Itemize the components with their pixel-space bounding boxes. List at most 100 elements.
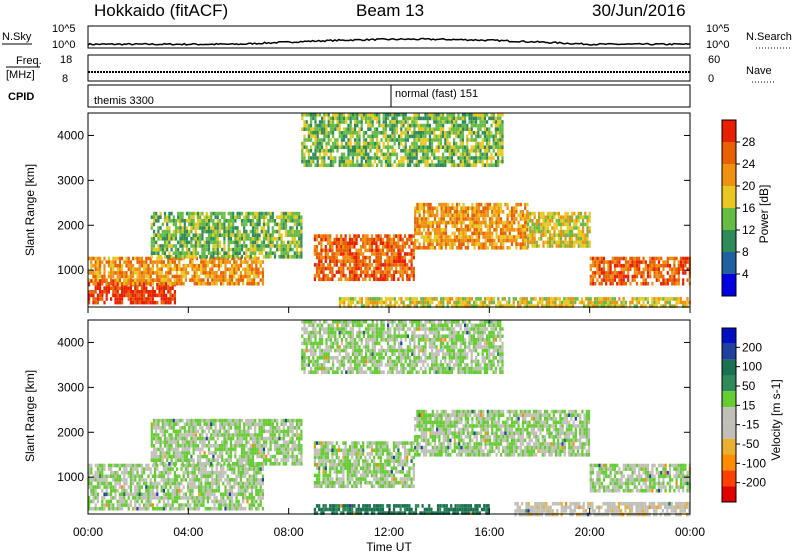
heatmap-cell xyxy=(291,229,294,234)
heatmap-cell xyxy=(88,290,91,294)
heatmap-cell xyxy=(145,256,148,261)
heatmap-cell xyxy=(105,481,108,486)
heatmap-cell xyxy=(125,463,128,468)
heatmap-cell xyxy=(156,263,159,268)
heatmap-cell xyxy=(393,152,396,157)
heatmap-cell xyxy=(329,138,332,142)
heatmap-cell xyxy=(353,241,356,245)
heatmap-cell xyxy=(125,499,128,504)
heatmap-cell xyxy=(393,113,396,117)
heatmap-cell xyxy=(482,217,485,221)
heatmap-cell xyxy=(499,138,502,142)
heatmap-cell xyxy=(414,217,417,221)
heatmap-cell xyxy=(480,246,483,250)
heatmap-cell xyxy=(422,134,425,139)
heatmap-cell xyxy=(607,267,610,272)
heatmap-cell xyxy=(447,242,450,246)
heatmap-cell xyxy=(332,159,335,164)
heatmap-cell xyxy=(123,290,126,294)
heatmap-cell xyxy=(447,206,450,210)
heatmap-cell xyxy=(158,278,161,282)
heatmap-cell xyxy=(194,222,197,227)
heatmap-cell xyxy=(417,113,420,117)
heatmap-cell xyxy=(433,228,437,232)
heatmap-cell xyxy=(231,281,234,286)
heatmap-cell xyxy=(440,231,443,236)
heatmap-cell xyxy=(484,210,487,214)
heatmap-cell xyxy=(446,300,449,305)
heatmap-cell xyxy=(298,215,301,219)
heatmap-cell xyxy=(458,213,461,218)
heatmap-cell xyxy=(204,260,207,264)
heatmap-cell xyxy=(140,290,143,294)
heatmap-cell xyxy=(457,304,460,308)
heatmap-cell xyxy=(269,247,272,252)
heatmap-cell xyxy=(605,300,608,305)
heatmap-cell xyxy=(387,134,390,139)
heatmap-cell xyxy=(580,300,583,305)
heatmap-cell xyxy=(314,123,317,128)
heatmap-cell xyxy=(502,235,505,239)
heatmap-cell xyxy=(360,123,363,128)
heatmap-cell xyxy=(365,304,368,308)
heatmap-cell xyxy=(174,244,178,248)
colorbar-swatch xyxy=(722,208,736,230)
heatmap-cell xyxy=(223,222,226,227)
heatmap-cell xyxy=(200,488,203,493)
heatmap-cell xyxy=(88,499,91,504)
heatmap-cell xyxy=(154,271,157,275)
heatmap-cell xyxy=(201,237,204,241)
heatmap-cell xyxy=(287,219,290,223)
heatmap-cell xyxy=(482,246,485,250)
heatmap-cell xyxy=(480,228,483,232)
heatmap-cell xyxy=(156,260,159,264)
heatmap-cell xyxy=(664,304,667,308)
heatmap-cell xyxy=(92,256,95,261)
heatmap-cell xyxy=(428,134,431,139)
heatmap-cell xyxy=(444,224,448,228)
heatmap-cell xyxy=(501,134,504,139)
heatmap-cell xyxy=(475,156,478,160)
heatmap-cell xyxy=(411,134,414,139)
heatmap-cell xyxy=(136,293,139,298)
heatmap-cell xyxy=(387,123,390,128)
heatmap-cell xyxy=(338,145,341,149)
heatmap-cell xyxy=(160,267,163,272)
heatmap-cell xyxy=(333,263,336,267)
heatmap-cell xyxy=(519,242,522,246)
heatmap-cell xyxy=(420,116,423,121)
heatmap-cell xyxy=(123,478,126,482)
heatmap-cell xyxy=(110,467,113,471)
heatmap-cell xyxy=(160,256,163,261)
heatmap-cell xyxy=(392,273,396,278)
heatmap-cell xyxy=(269,211,272,216)
heatmap-cell xyxy=(324,248,327,253)
heatmap-cell xyxy=(280,215,283,219)
heatmap-cell xyxy=(451,242,454,246)
heatmap-cell xyxy=(182,496,185,500)
heatmap-cell xyxy=(387,138,390,142)
heatmap-cell xyxy=(173,485,176,489)
heatmap-cell xyxy=(451,213,454,218)
heatmap-cell xyxy=(655,300,658,305)
heatmap-cell xyxy=(417,131,420,135)
heatmap-cell xyxy=(453,217,456,221)
heatmap-cell xyxy=(149,297,152,301)
heatmap-cell xyxy=(594,263,597,268)
heatmap-cell xyxy=(574,300,577,305)
heatmap-cell xyxy=(370,248,374,253)
heatmap-cell xyxy=(386,245,389,249)
heatmap-cell xyxy=(202,267,205,272)
heatmap-cell xyxy=(442,123,445,128)
heatmap-cell xyxy=(88,506,91,511)
heatmap-cell xyxy=(222,281,225,286)
heatmap-cell xyxy=(480,224,483,228)
heatmap-cell xyxy=(629,256,632,261)
heatmap-cell xyxy=(359,273,363,278)
heatmap-cell xyxy=(347,131,350,135)
heatmap-cell xyxy=(611,304,614,308)
heatmap-cell xyxy=(408,234,411,238)
heatmap-cell xyxy=(492,120,495,124)
heatmap-cell xyxy=(375,255,378,260)
heatmap-cell xyxy=(173,470,176,475)
